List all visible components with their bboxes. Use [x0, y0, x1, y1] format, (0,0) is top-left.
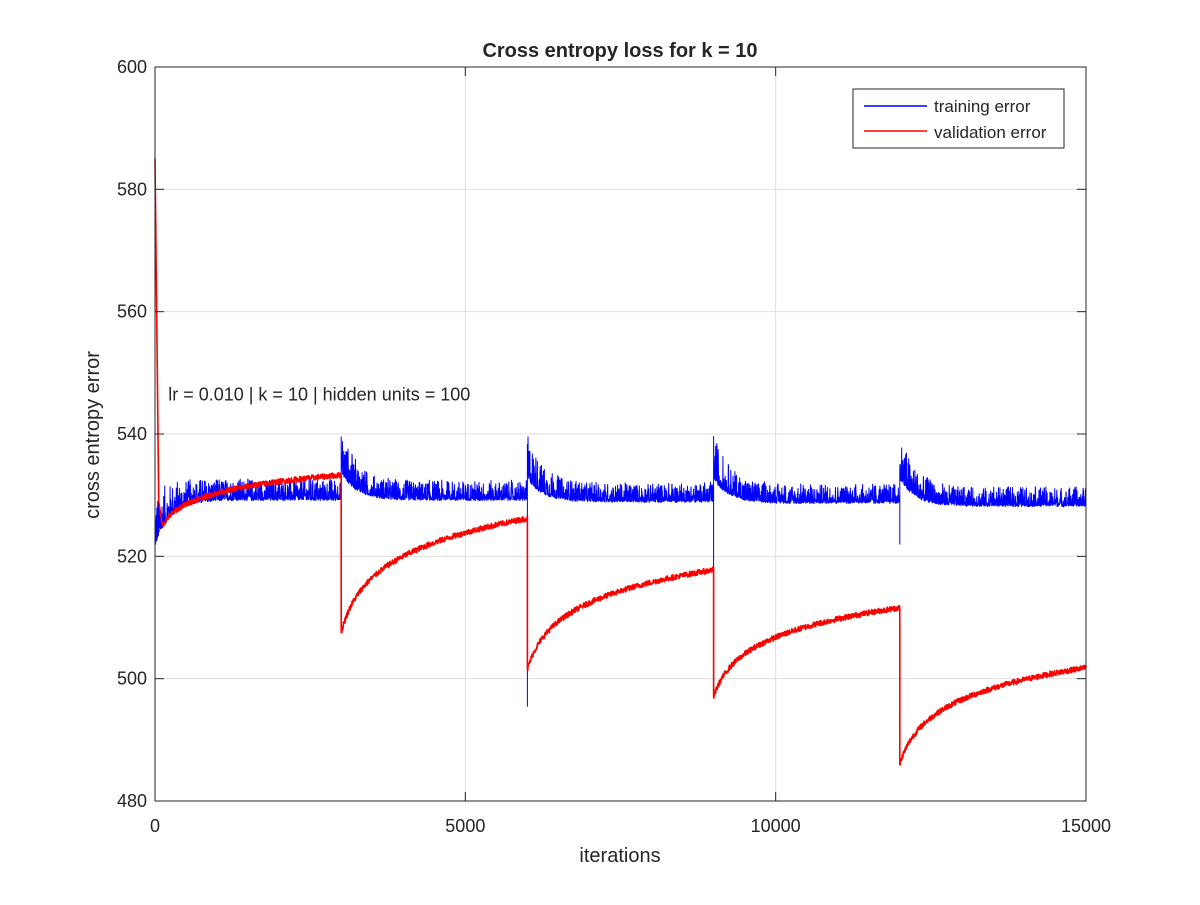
y-tick-label: 480: [117, 791, 147, 811]
training-error-line: [154, 436, 1087, 707]
series-layer: [154, 158, 1087, 766]
x-tick-label: 0: [150, 816, 160, 836]
y-tick-label: 540: [117, 424, 147, 444]
validation-error-line: [154, 158, 1087, 766]
y-tick-label: 500: [117, 669, 147, 689]
y-tick-label: 560: [117, 302, 147, 322]
x-axis-label: iterations: [579, 845, 660, 867]
chart-annotation: lr = 0.010 | k = 10 | hidden units = 100: [168, 384, 470, 404]
chart-title: Cross entropy loss for k = 10: [482, 40, 757, 62]
axis-ticks: 0 5000 10000 15000 480 500 520 540 560 580 600: [117, 57, 1111, 836]
y-tick-label: 520: [117, 546, 147, 566]
y-axis-label: cross entropy error: [82, 351, 104, 519]
y-tick-label: 580: [117, 179, 147, 199]
y-tick-label: 600: [117, 57, 147, 77]
x-tick-label: 15000: [1061, 816, 1111, 836]
legend-label-validation: validation error: [934, 123, 1047, 142]
grid-lines: [155, 67, 1086, 801]
x-tick-label: 5000: [445, 816, 485, 836]
legend-box: [852, 88, 1065, 149]
x-tick-label: 10000: [751, 816, 801, 836]
legend-label-training: training error: [934, 97, 1031, 116]
legend: training error validation error: [852, 88, 1065, 149]
